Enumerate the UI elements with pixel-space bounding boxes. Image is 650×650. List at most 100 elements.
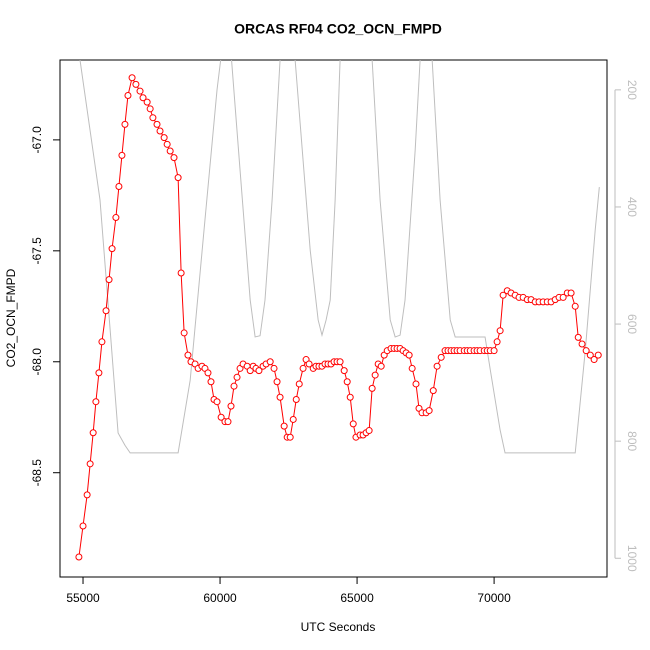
data-point (112, 214, 120, 222)
data-point (574, 333, 582, 341)
y-tick-label: -67.5 (30, 237, 44, 265)
data-point (276, 393, 284, 401)
data-point (349, 420, 357, 428)
data-line (79, 60, 600, 454)
y-axis-label: CO2_OCN_FMPD (4, 268, 18, 367)
data-point (163, 140, 171, 148)
data-point (105, 276, 113, 284)
data-point (493, 338, 501, 346)
data-point (146, 105, 154, 113)
data-point (499, 291, 507, 299)
data-point (292, 395, 300, 403)
data-point (121, 120, 129, 128)
data-point (343, 378, 351, 386)
data-point (160, 134, 168, 142)
data-point (177, 269, 185, 277)
data-point (98, 338, 106, 346)
y-tick-label: -68.0 (30, 348, 44, 376)
data-point (128, 74, 136, 82)
data-point (425, 407, 433, 415)
data-point (217, 413, 225, 421)
data-point (270, 364, 278, 372)
data-line (78, 76, 599, 558)
y2-tick-label: 200 (625, 80, 639, 100)
data-point (227, 402, 235, 410)
data-point (286, 433, 294, 441)
x-tick-label: 65000 (340, 591, 374, 605)
data-point (143, 98, 151, 106)
data-point (136, 87, 144, 95)
data-point (95, 369, 103, 377)
data-point (75, 553, 83, 561)
plot-area (75, 60, 602, 561)
data-point (89, 429, 97, 437)
data-point (83, 491, 91, 499)
data-point (170, 154, 178, 162)
data-point (586, 351, 594, 359)
data-point (571, 302, 579, 310)
data-point (590, 356, 598, 364)
y2-tick-label: 800 (625, 431, 639, 451)
x-axis-label: UTC Seconds (301, 620, 376, 634)
data-point (92, 398, 100, 406)
data-point (124, 92, 132, 100)
data-point (559, 293, 567, 301)
y2-tick-label: 400 (625, 197, 639, 217)
data-point (280, 422, 288, 430)
data-point (490, 347, 498, 355)
data-point (207, 378, 215, 386)
data-point (368, 384, 376, 392)
data-point (405, 351, 413, 359)
data-point (102, 307, 110, 315)
data-point (230, 382, 238, 390)
data-point (233, 373, 241, 381)
data-point (86, 460, 94, 468)
data-point (429, 387, 437, 395)
data-point (153, 120, 161, 128)
data-point (377, 362, 385, 370)
data-point (132, 80, 140, 88)
data-point (213, 398, 221, 406)
data-point (224, 418, 232, 426)
data-point (582, 347, 590, 355)
data-point (108, 245, 116, 253)
data-point (567, 289, 575, 297)
data-point (255, 367, 263, 375)
data-point (156, 127, 164, 135)
data-point (412, 380, 420, 388)
data-point (166, 147, 174, 155)
y-tick-label: -67.0 (30, 126, 44, 154)
data-point (139, 94, 147, 102)
data-point (496, 327, 504, 335)
data-point (336, 358, 344, 366)
data-point (266, 358, 274, 366)
y2-tick-label: 600 (625, 314, 639, 334)
data-point (433, 362, 441, 370)
data-point (273, 378, 281, 386)
data-point (149, 114, 157, 122)
data-point (180, 329, 188, 337)
x-tick-label: 60000 (203, 591, 237, 605)
data-point (118, 151, 126, 159)
data-point (594, 351, 602, 359)
data-point (79, 522, 87, 530)
data-point (437, 353, 445, 361)
data-point (115, 182, 123, 190)
x-tick-label: 55000 (66, 591, 100, 605)
x-tick-label: 70000 (477, 591, 511, 605)
data-point (295, 380, 303, 388)
data-point (408, 364, 416, 372)
data-point (174, 174, 182, 182)
chart-title: ORCAS RF04 CO2_OCN_FMPD (234, 21, 442, 37)
data-point (340, 367, 348, 375)
data-point (578, 340, 586, 348)
data-point (346, 393, 354, 401)
data-point (371, 371, 379, 379)
data-point (305, 360, 313, 368)
data-point (365, 427, 373, 435)
data-point (289, 415, 297, 423)
data-point (184, 351, 192, 359)
data-point (299, 364, 307, 372)
